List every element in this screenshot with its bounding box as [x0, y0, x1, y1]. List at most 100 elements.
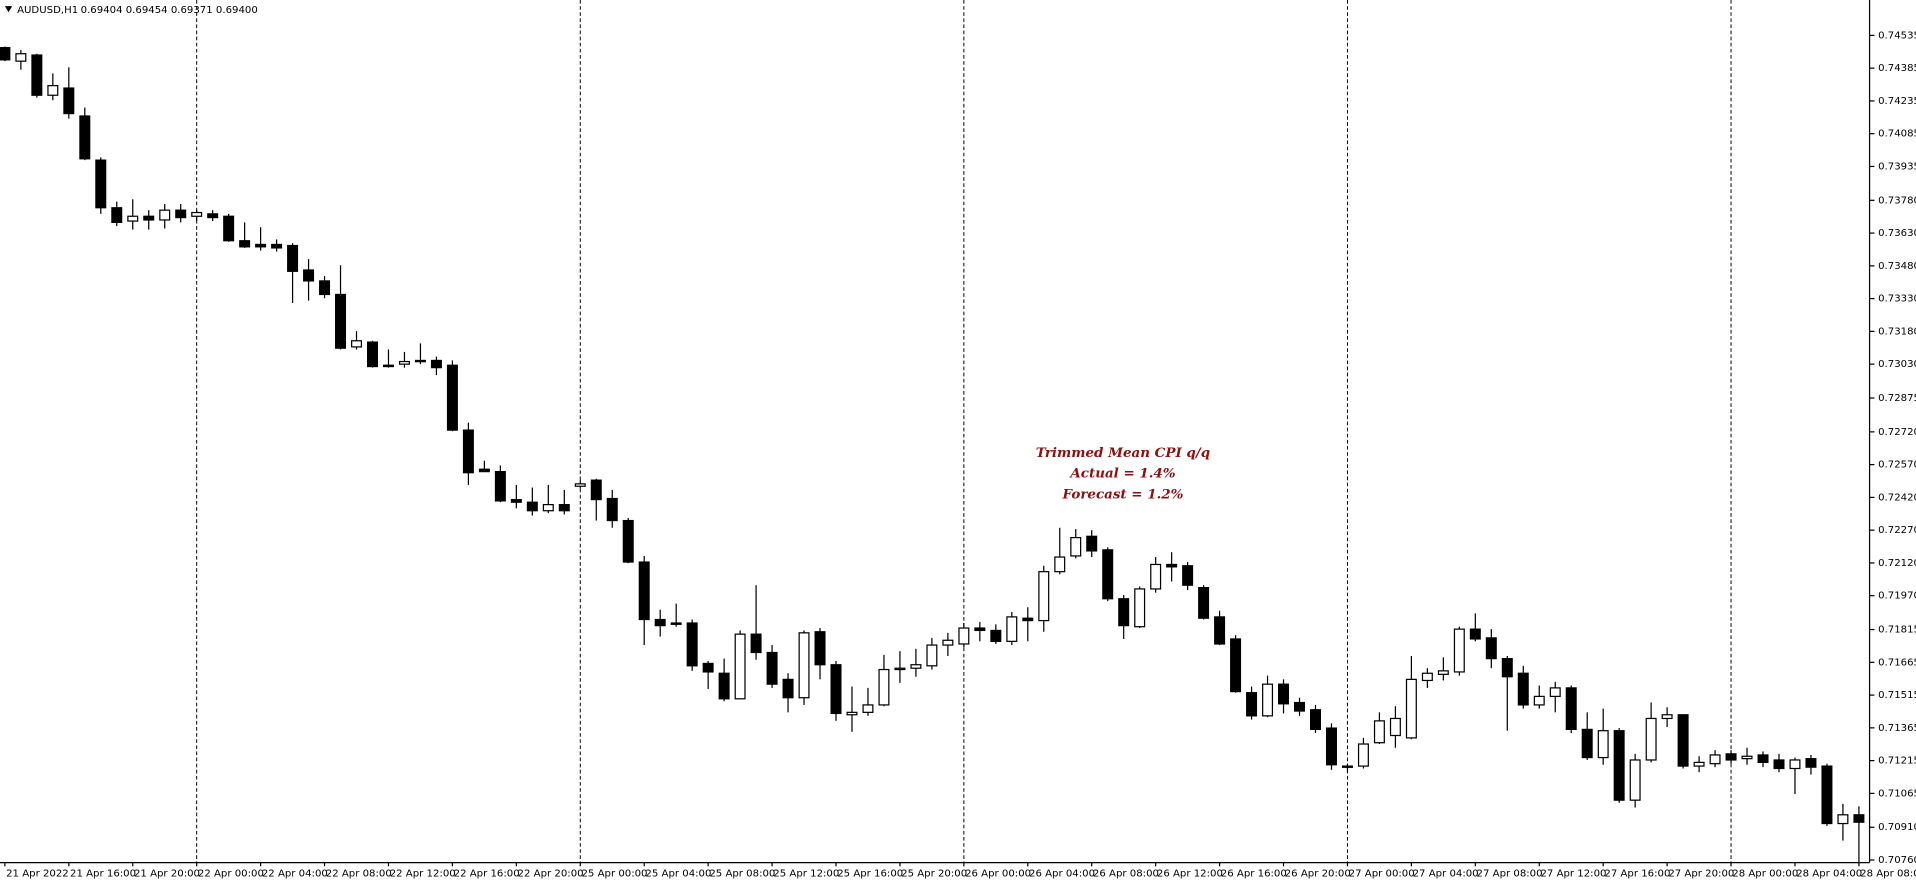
x-tick-label: 26 Apr 04:00: [1029, 869, 1095, 880]
menu-arrow[interactable]: [4, 6, 13, 13]
candle-body: [1533, 695, 1545, 706]
candle-body: [798, 632, 810, 699]
candle-body: [526, 501, 538, 512]
candle-body: [830, 664, 842, 715]
y-tick-label: 0.73480: [1878, 261, 1916, 272]
candle-body: [606, 497, 618, 522]
candle-body: [414, 359, 426, 363]
y-tick-label: 0.72875: [1878, 393, 1916, 404]
candle-body: [63, 87, 75, 115]
x-tick-label: 22 Apr 08:00: [326, 869, 392, 880]
candle-body: [1837, 814, 1849, 825]
x-tick-label: 27 Apr 16:00: [1604, 869, 1670, 880]
x-tick-label: 28 Apr 00:00: [1732, 869, 1798, 880]
y-tick-label: 0.71215: [1878, 756, 1916, 767]
candle-body: [734, 633, 746, 700]
candle-body: [974, 627, 986, 632]
x-tick-label: 25 Apr 08:00: [709, 869, 775, 880]
x-tick-label: 27 Apr 04:00: [1413, 869, 1479, 880]
candle-body: [382, 364, 394, 368]
x-tick-label: 25 Apr 00:00: [581, 869, 647, 880]
x-tick-label: 26 Apr 00:00: [965, 869, 1031, 880]
candle-body: [1421, 672, 1433, 682]
candle-body: [1677, 714, 1689, 767]
candle-body: [1038, 571, 1050, 622]
candle-body: [1741, 755, 1753, 760]
candle-body: [1613, 730, 1625, 801]
candle-body: [430, 359, 442, 369]
x-tick-label: 28 Apr 08:00: [1860, 869, 1916, 880]
x-tick-label: 21 Apr 2022: [6, 869, 69, 880]
x-tick-label: 27 Apr 00:00: [1349, 869, 1415, 880]
candle-body: [654, 618, 666, 627]
candle-body: [958, 627, 970, 645]
candle-body: [1437, 670, 1449, 675]
y-tick-label: 0.72270: [1878, 525, 1916, 536]
candle-body: [1278, 683, 1290, 705]
x-tick-label: 25 Apr 12:00: [773, 869, 839, 880]
candle-body: [111, 207, 123, 223]
candle-body: [1773, 759, 1785, 770]
y-tick-label: 0.70910: [1878, 822, 1916, 833]
x-tick-label: 26 Apr 08:00: [1093, 869, 1159, 880]
x-tick-label: 27 Apr 12:00: [1540, 869, 1606, 880]
y-tick-label: 0.71065: [1878, 788, 1916, 799]
candle-body: [319, 280, 331, 296]
candle-body: [846, 711, 858, 716]
candle-body: [750, 633, 762, 654]
y-tick-label: 0.74235: [1878, 96, 1916, 107]
candle-body: [1134, 588, 1146, 628]
x-tick-label: 22 Apr 04:00: [262, 869, 328, 880]
y-tick-label: 0.73330: [1878, 294, 1916, 305]
candle-body: [638, 561, 650, 621]
candle-body: [478, 468, 490, 473]
candle-body: [1405, 678, 1417, 739]
candle-body: [1118, 598, 1130, 627]
candle-body: [351, 340, 363, 348]
y-tick-label: 0.73630: [1878, 228, 1916, 239]
x-tick-label: 27 Apr 20:00: [1668, 869, 1734, 880]
candle-body: [1581, 728, 1593, 759]
x-tick-label: 21 Apr 20:00: [134, 869, 200, 880]
candle-body: [1805, 758, 1817, 768]
candle-body: [702, 662, 714, 673]
candle-body: [510, 498, 522, 503]
candle-body: [910, 664, 922, 669]
candle-body: [15, 53, 27, 62]
candle-body: [574, 483, 586, 487]
candle-body: [1517, 672, 1529, 706]
x-tick-label: 22 Apr 20:00: [518, 869, 584, 880]
x-tick-label: 22 Apr 00:00: [198, 869, 264, 880]
candle-body: [1086, 535, 1098, 552]
x-tick-label: 26 Apr 20:00: [1285, 869, 1351, 880]
candle-body: [1821, 765, 1833, 825]
y-tick-label: 0.72570: [1878, 460, 1916, 471]
candle-body: [494, 471, 506, 502]
y-tick-label: 0.71970: [1878, 591, 1916, 602]
candle-body: [287, 244, 299, 272]
symbol: AUDUSD,H1: [17, 5, 78, 16]
candle-body: [207, 213, 219, 219]
y-tick-label: 0.72420: [1878, 492, 1916, 503]
candle-body: [1709, 754, 1721, 765]
candle-body: [462, 429, 474, 474]
y-tick-label: 0.72720: [1878, 427, 1916, 438]
quote: 0.69404 0.69454 0.69371 0.69400: [81, 5, 258, 16]
candle-body: [1150, 563, 1162, 590]
y-tick-label: 0.71815: [1878, 625, 1916, 636]
candle-body: [942, 639, 954, 646]
candle-body: [303, 269, 315, 282]
candle-body: [1789, 759, 1801, 770]
x-tick-label: 22 Apr 12:00: [390, 869, 456, 880]
candle-body: [1309, 709, 1321, 730]
candle-body: [1469, 628, 1481, 640]
candle-body: [95, 159, 107, 209]
candle-body: [1230, 638, 1242, 693]
candle-body: [1166, 563, 1178, 568]
candle-body: [335, 293, 347, 349]
candle-body: [670, 622, 682, 625]
candle-body: [1693, 761, 1705, 767]
y-tick-label: 0.71365: [1878, 723, 1916, 734]
